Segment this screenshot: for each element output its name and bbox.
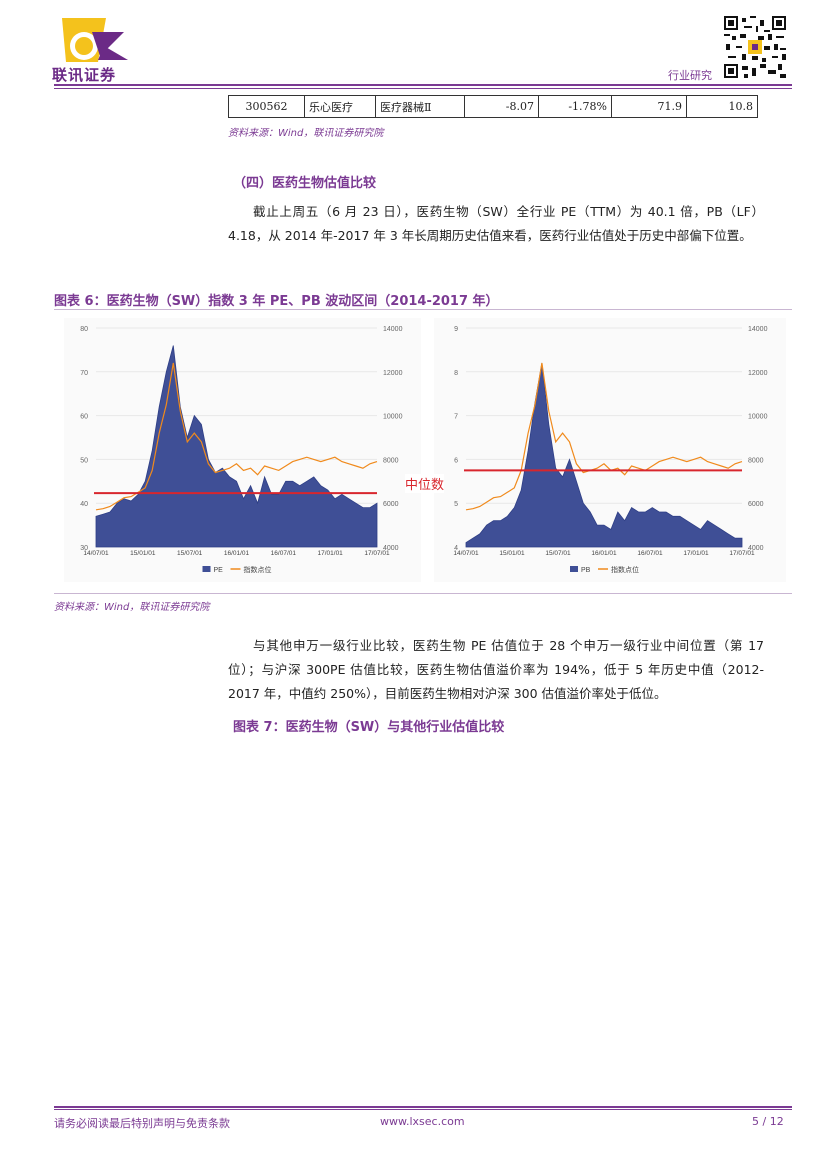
x-tick-label: 14/07/01 bbox=[83, 550, 109, 557]
x-tick-label: 17/07/01 bbox=[729, 550, 755, 557]
y2-tick-label: 8000 bbox=[748, 457, 764, 464]
x-tick-label: 16/01/01 bbox=[224, 550, 250, 557]
y-tick-label: 8 bbox=[454, 370, 458, 377]
stock-value-1: -8.07 bbox=[464, 95, 539, 118]
footer-rule bbox=[54, 1106, 792, 1108]
y2-tick-label: 10000 bbox=[383, 414, 403, 421]
pb-chart: 9 8 7 6 5 4 14000 12000 10000 8000 6000 4000 14/07/0… bbox=[434, 318, 786, 582]
x-tick-label: 17/01/01 bbox=[318, 550, 344, 557]
y-tick-label: 9 bbox=[454, 326, 458, 333]
pe-chart: 8070605040301400012000100008000600040001… bbox=[64, 318, 421, 582]
y-tick-label: 7 bbox=[454, 414, 458, 421]
figure-6-source-note: 资料来源：Wind，联讯证券研究院 bbox=[54, 602, 210, 613]
footer-rule-thin bbox=[54, 1109, 792, 1110]
figure-6-top-rule bbox=[54, 309, 792, 310]
stock-name: 乐心医疗 bbox=[304, 95, 376, 118]
index-line-series bbox=[95, 362, 378, 511]
y-tick-label: 5 bbox=[454, 501, 458, 508]
paragraph-valuation: 截止上周五（6 月 23 日），医药生物（SW）全行业 PE（TTM）为 40.… bbox=[228, 204, 764, 243]
legend-label: 指数点位 bbox=[611, 565, 639, 574]
table-row: 300562 乐心医疗 医疗器械Ⅱ -8.07 -1.78% 71.9 10.8 bbox=[228, 95, 758, 118]
y2-tick-label: 12000 bbox=[383, 370, 403, 377]
y2-tick-label: 14000 bbox=[748, 326, 768, 333]
figure-7-title: 图表 7：医药生物（SW）与其他行业估值比较 bbox=[233, 720, 505, 735]
legend-label: 指数点位 bbox=[244, 565, 272, 574]
y-tick-label: 30 bbox=[80, 545, 88, 552]
y-tick-label: 70 bbox=[80, 370, 88, 377]
x-tick-label: 15/01/01 bbox=[130, 550, 156, 557]
report-category: 行业研究 bbox=[668, 69, 712, 82]
y2-tick-label: 14000 bbox=[383, 326, 403, 333]
y-tick-label: 80 bbox=[80, 326, 88, 333]
y2-tick-label: 6000 bbox=[748, 501, 764, 508]
table-source-note: 资料来源：Wind，联讯证券研究院 bbox=[228, 128, 384, 139]
y2-tick-label: 4000 bbox=[748, 545, 764, 552]
page-number: 5 / 12 bbox=[752, 1115, 784, 1128]
qr-code-icon bbox=[724, 16, 786, 78]
legend-swatch-area bbox=[202, 566, 211, 572]
y2-tick-label: 10000 bbox=[748, 414, 768, 421]
figure-6-bottom-rule bbox=[54, 593, 792, 594]
x-tick-label: 15/07/01 bbox=[545, 550, 571, 557]
y2-tick-label: 12000 bbox=[748, 370, 768, 377]
header-rule-thin bbox=[54, 88, 792, 89]
x-tick-label: 14/07/01 bbox=[453, 550, 479, 557]
stock-value-2: -1.78% bbox=[538, 95, 612, 118]
stock-value-4: 10.8 bbox=[686, 95, 758, 118]
median-label: 中位数 bbox=[405, 474, 445, 493]
legend-swatch-area bbox=[570, 566, 578, 572]
index-line-series bbox=[465, 362, 743, 511]
x-tick-label: 16/01/01 bbox=[591, 550, 617, 557]
legend-label: PB bbox=[581, 567, 591, 574]
y2-tick-label: 8000 bbox=[383, 457, 399, 464]
stock-table: 300562 乐心医疗 医疗器械Ⅱ -8.07 -1.78% 71.9 10.8 bbox=[228, 95, 758, 118]
footer-disclaimer-link[interactable]: 请务必阅读最后特别声明与免责条款 bbox=[54, 1117, 230, 1130]
y2-tick-label: 4000 bbox=[383, 545, 399, 552]
stock-value-3: 71.9 bbox=[611, 95, 687, 118]
section-title: （四）医药生物估值比较 bbox=[233, 176, 377, 191]
paragraph-comparison: 与其他申万一级行业比较，医药生物 PE 估值位于 28 个申万一级行业中间位置（… bbox=[228, 638, 764, 701]
footer-website-link[interactable]: www.lxsec.com bbox=[380, 1115, 465, 1128]
x-tick-label: 15/07/01 bbox=[177, 550, 203, 557]
logo-text: 联讯证券 bbox=[52, 66, 117, 84]
y-tick-label: 40 bbox=[80, 501, 88, 508]
x-tick-label: 17/07/01 bbox=[364, 550, 390, 557]
stock-industry: 医疗器械Ⅱ bbox=[375, 95, 465, 118]
y-tick-label: 60 bbox=[80, 414, 88, 421]
x-tick-label: 15/01/01 bbox=[499, 550, 525, 557]
x-tick-label: 16/07/01 bbox=[271, 550, 297, 557]
x-tick-label: 17/01/01 bbox=[683, 550, 709, 557]
figure-6-title: 图表 6：医药生物（SW）指数 3 年 PE、PB 波动区间（2014-2017… bbox=[54, 294, 499, 309]
pb-area-series bbox=[465, 362, 743, 548]
y-tick-label: 50 bbox=[80, 457, 88, 464]
header-rule bbox=[54, 84, 792, 86]
legend-label: PE bbox=[214, 567, 224, 574]
stock-code: 300562 bbox=[228, 95, 305, 118]
y-tick-label: 4 bbox=[454, 545, 458, 552]
y-tick-label: 6 bbox=[454, 457, 458, 464]
y2-tick-label: 6000 bbox=[383, 501, 399, 508]
x-tick-label: 16/07/01 bbox=[637, 550, 663, 557]
company-logo bbox=[62, 18, 128, 62]
